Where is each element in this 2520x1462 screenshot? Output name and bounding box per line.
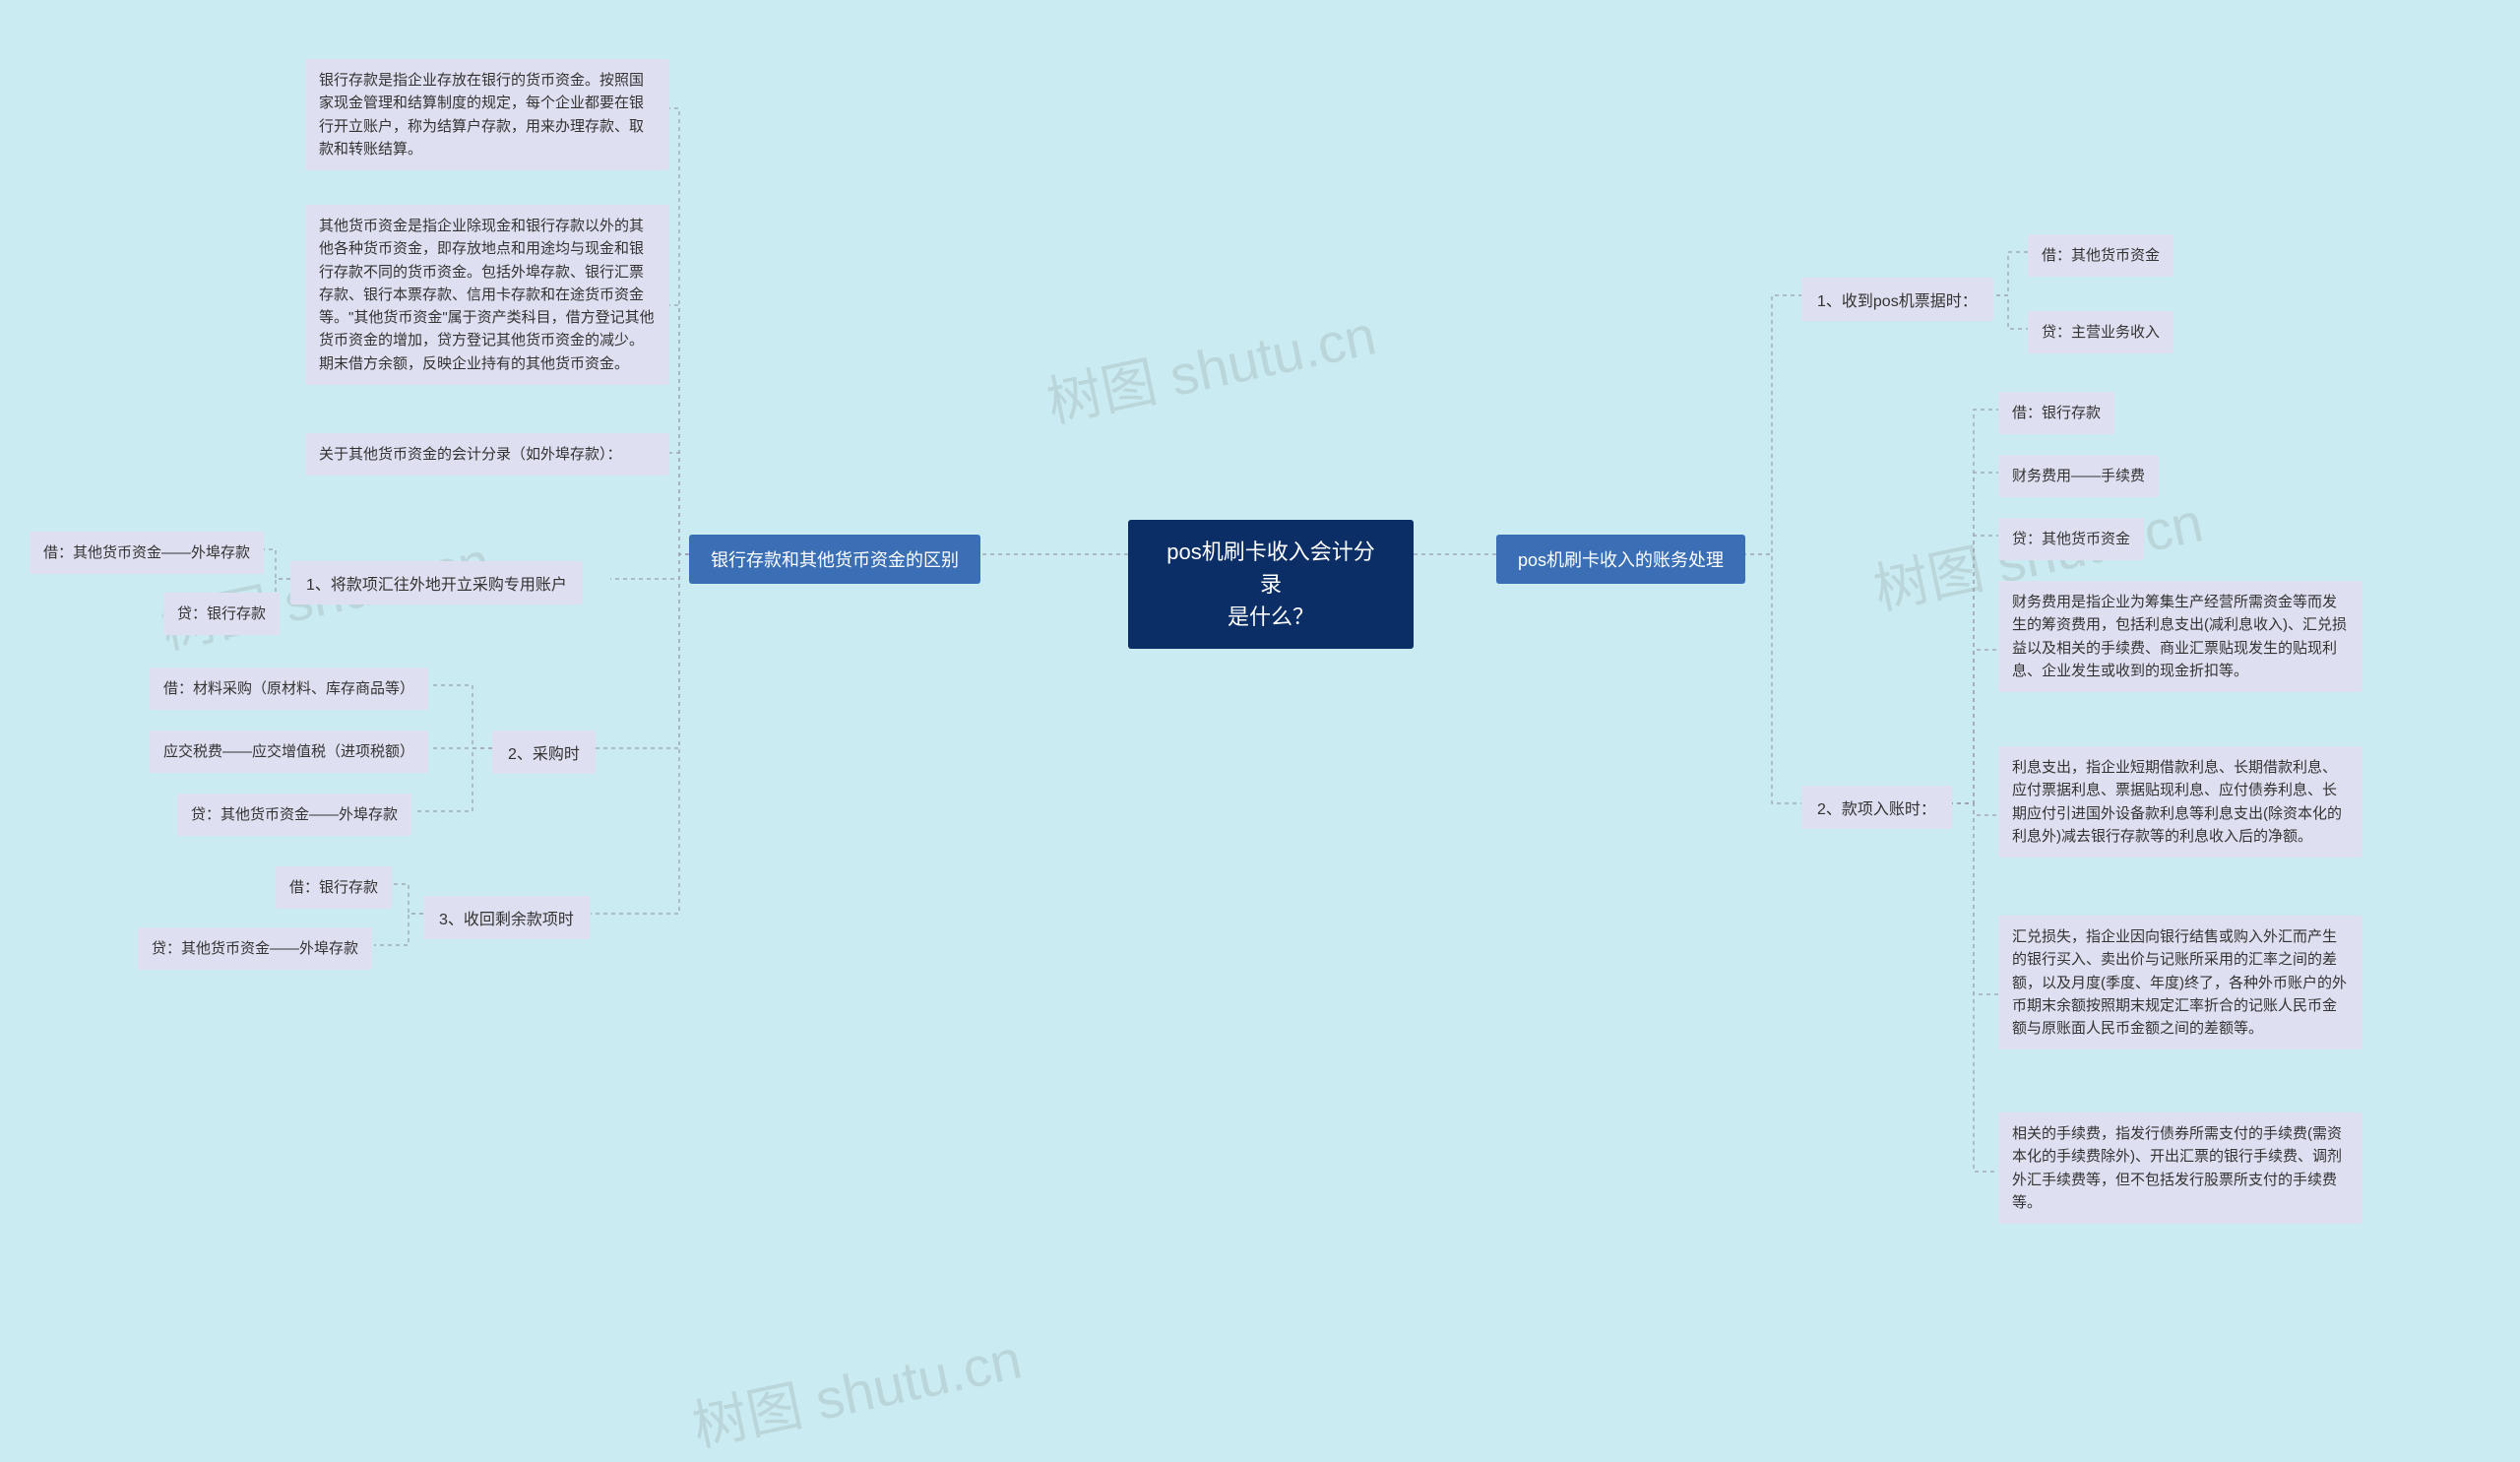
leaf-node[interactable]: 贷：其他货币资金——外埠存款 [177, 794, 411, 836]
root-node[interactable]: pos机刷卡收入会计分录是什么？ [1128, 520, 1414, 649]
leaf-node[interactable]: 财务费用——手续费 [1998, 455, 2159, 497]
leaf-text: 借：银行存款 [2012, 405, 2101, 421]
leaf-text: 借：其他货币资金——外埠存款 [43, 544, 250, 561]
sub-r2[interactable]: 2、款项入账时： [1801, 786, 1952, 829]
leaf-node[interactable]: 借：材料采购（原材料、库存商品等） [150, 667, 428, 710]
sub-label: 2、款项入账时： [1817, 801, 1936, 818]
leaf-node[interactable]: 借：其他货币资金——外埠存款 [30, 532, 264, 574]
leaf-node[interactable]: 贷：其他货币资金——外埠存款 [138, 927, 372, 970]
sub-label: 3、收回剩余款项时 [439, 912, 574, 928]
leaf-text: 财务费用是指企业为筹集生产经营所需资金等而发生的筹资费用，包括利息支出(减利息收… [2012, 594, 2347, 679]
leaf-node[interactable]: 贷：银行存款 [163, 593, 280, 635]
leaf-text: 相关的手续费，指发行债券所需支付的手续费(需资本化的手续费除外)、开出汇票的银行… [2012, 1125, 2342, 1211]
sub-r1[interactable]: 1、收到pos机票据时： [1801, 278, 1993, 321]
branch-label: pos机刷卡收入的账务处理 [1518, 550, 1724, 570]
leaf-node[interactable]: 财务费用是指企业为筹集生产经营所需资金等而发生的筹资费用，包括利息支出(减利息收… [1998, 581, 2362, 692]
leaf-text: 利息支出，指企业短期借款利息、长期借款利息、应付票据利息、票据贴现利息、应付债券… [2012, 759, 2342, 845]
sub-label: 2、采购时 [508, 746, 580, 763]
leaf-node[interactable]: 关于其他货币资金的会计分录（如外埠存款）： [305, 433, 669, 476]
leaf-text: 借：其他货币资金 [2042, 247, 2160, 264]
leaf-node[interactable]: 相关的手续费，指发行债券所需支付的手续费(需资本化的手续费除外)、开出汇票的银行… [1998, 1112, 2362, 1224]
branch-left[interactable]: 银行存款和其他货币资金的区别 [689, 535, 980, 584]
branch-label: 银行存款和其他货币资金的区别 [711, 550, 959, 570]
leaf-text: 贷：其他货币资金——外埠存款 [191, 806, 398, 823]
leaf-node[interactable]: 贷：主营业务收入 [2028, 311, 2174, 353]
leaf-text: 财务费用——手续费 [2012, 468, 2145, 484]
sub-l1[interactable]: 1、将款项汇往外地开立采购专用账户 [290, 561, 583, 604]
sub-label: 1、收到pos机票据时： [1817, 293, 1978, 310]
leaf-node[interactable]: 汇兑损失，指企业因向银行结售或购入外汇而产生的银行买入、卖出价与记账所采用的汇率… [1998, 916, 2362, 1049]
leaf-text: 汇兑损失，指企业因向银行结售或购入外汇而产生的银行买入、卖出价与记账所采用的汇率… [2012, 928, 2347, 1037]
leaf-node[interactable]: 借：其他货币资金 [2028, 234, 2174, 277]
leaf-text: 银行存款是指企业存放在银行的货币资金。按照国家现金管理和结算制度的规定，每个企业… [319, 72, 644, 158]
leaf-node[interactable]: 借：银行存款 [1998, 392, 2114, 434]
leaf-node[interactable]: 借：银行存款 [276, 866, 392, 909]
watermark: 树图 shutu.cn [684, 1315, 1028, 1462]
leaf-text: 贷：其他货币资金——外埠存款 [152, 940, 358, 957]
sub-l3[interactable]: 3、收回剩余款项时 [423, 896, 590, 939]
leaf-text: 贷：主营业务收入 [2042, 324, 2160, 341]
leaf-node[interactable]: 利息支出，指企业短期借款利息、长期借款利息、应付票据利息、票据贴现利息、应付债券… [1998, 746, 2362, 858]
leaf-node[interactable]: 其他货币资金是指企业除现金和银行存款以外的其他各种货币资金，即存放地点和用途均与… [305, 205, 669, 385]
sub-label: 1、将款项汇往外地开立采购专用账户 [306, 577, 567, 594]
leaf-text: 其他货币资金是指企业除现金和银行存款以外的其他各种货币资金，即存放地点和用途均与… [319, 218, 655, 372]
leaf-text: 借：材料采购（原材料、库存商品等） [163, 680, 414, 697]
leaf-text: 贷：银行存款 [177, 605, 266, 622]
leaf-node[interactable]: 银行存款是指企业存放在银行的货币资金。按照国家现金管理和结算制度的规定，每个企业… [305, 59, 669, 170]
root-label: pos机刷卡收入会计分录是什么？ [1166, 540, 1374, 629]
watermark: 树图 shutu.cn [1039, 291, 1382, 439]
leaf-node[interactable]: 贷：其他货币资金 [1998, 518, 2144, 560]
leaf-text: 借：银行存款 [289, 879, 378, 896]
leaf-node[interactable]: 应交税费——应交增值税（进项税额） [150, 731, 428, 773]
branch-right[interactable]: pos机刷卡收入的账务处理 [1496, 535, 1745, 584]
leaf-text: 应交税费——应交增值税（进项税额） [163, 743, 414, 760]
leaf-text: 贷：其他货币资金 [2012, 531, 2130, 547]
sub-l2[interactable]: 2、采购时 [492, 731, 596, 774]
leaf-text: 关于其他货币资金的会计分录（如外埠存款）： [319, 446, 622, 463]
